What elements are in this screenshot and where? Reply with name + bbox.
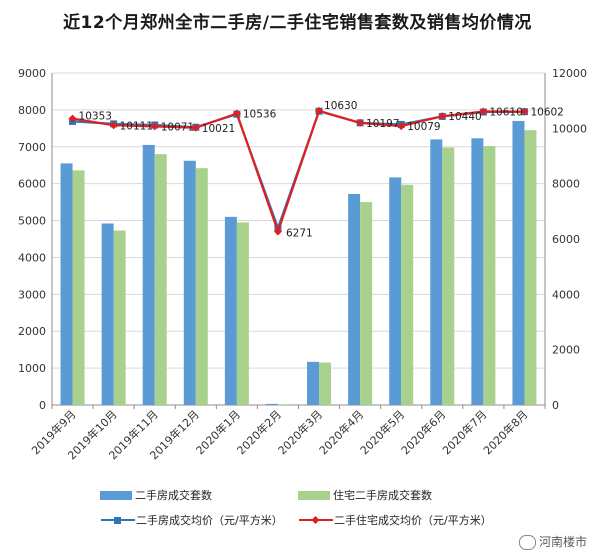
y-right-tick-label: 0 xyxy=(552,399,559,412)
data-label: 10440 xyxy=(448,111,481,123)
bar-residential-units xyxy=(277,404,290,406)
y-left-tick-label: 2000 xyxy=(18,325,46,338)
y-right-tick-label: 6000 xyxy=(552,233,580,246)
bar-secondhand-units xyxy=(60,163,73,405)
bar-residential-units xyxy=(113,230,126,405)
data-label: 10610 xyxy=(489,106,522,118)
data-label: 10353 xyxy=(79,111,112,123)
point-residential-price xyxy=(68,114,77,123)
data-label: 10197 xyxy=(366,118,399,130)
bar-secondhand-units xyxy=(183,160,196,405)
data-label: 10630 xyxy=(324,100,357,112)
bar-residential-units xyxy=(195,168,208,405)
watermark: 河南楼市 xyxy=(518,533,587,550)
point-residential-price xyxy=(520,107,529,116)
bar-residential-units xyxy=(72,170,85,405)
watermark-text: 河南楼市 xyxy=(538,535,587,549)
point-residential-price xyxy=(479,107,488,116)
point-residential-price xyxy=(397,122,406,131)
y-right-tick-label: 12000 xyxy=(552,67,587,80)
y-left-tick-label: 5000 xyxy=(18,215,46,228)
point-residential-price xyxy=(273,227,282,236)
bar-residential-units xyxy=(236,222,249,405)
bar-residential-units xyxy=(524,130,537,405)
point-residential-price xyxy=(109,121,118,130)
bar-secondhand-units xyxy=(430,139,443,405)
x-tick-label: 2020年8月 xyxy=(480,407,530,457)
y-left-tick-label: 8000 xyxy=(18,104,46,117)
point-residential-price xyxy=(191,123,200,132)
bar-secondhand-units xyxy=(101,223,114,405)
line-series-1 xyxy=(72,109,525,235)
data-label: 10602 xyxy=(530,107,563,119)
bar-secondhand-units xyxy=(348,193,361,405)
y-left-tick-label: 6000 xyxy=(18,178,46,191)
y-left-tick-label: 0 xyxy=(39,399,46,412)
bar-residential-units xyxy=(154,154,167,405)
y-right-tick-label: 10000 xyxy=(552,122,587,135)
data-label: 10536 xyxy=(243,109,277,121)
bar-residential-units xyxy=(442,147,455,405)
bar-secondhand-units xyxy=(265,403,278,405)
bar-secondhand-units xyxy=(471,138,484,405)
bars-layer xyxy=(60,120,537,406)
data-label: 6271 xyxy=(286,228,313,240)
bar-secondhand-units xyxy=(142,144,155,405)
point-residential-price xyxy=(150,122,159,131)
bar-residential-units xyxy=(401,184,414,405)
bar-residential-units xyxy=(360,202,373,405)
y-left-tick-label: 4000 xyxy=(18,251,46,264)
data-label: 10111 xyxy=(120,120,153,132)
bar-secondhand-units xyxy=(224,216,237,405)
labels-layer: 10353 10111 10071 10021 10536 6271 10630 10197 1… xyxy=(79,100,564,240)
point-residential-price xyxy=(232,109,241,118)
data-label: 10071 xyxy=(161,121,194,133)
point-residential-price xyxy=(315,106,324,115)
y-right-tick-label: 2000 xyxy=(552,344,580,357)
data-label: 10079 xyxy=(407,121,440,133)
y-right-tick-label: 4000 xyxy=(552,288,580,301)
point-residential-price xyxy=(438,112,447,121)
y-left-tick-label: 1000 xyxy=(18,362,46,375)
data-label: 10021 xyxy=(202,123,235,135)
chart-title: 近12个月郑州全市二手房/二手住宅销售套数及销售均价情况 xyxy=(63,13,532,33)
bar-secondhand-units xyxy=(307,361,320,405)
y-left-tick-label: 9000 xyxy=(18,67,46,80)
bar-residential-units xyxy=(483,146,496,406)
bar-residential-units xyxy=(319,362,332,405)
bar-secondhand-units xyxy=(389,177,402,405)
bar-secondhand-units xyxy=(512,120,525,405)
point-residential-price xyxy=(356,118,365,127)
y-left-tick-label: 3000 xyxy=(18,288,46,301)
y-left-tick-label: 7000 xyxy=(18,141,46,154)
y-right-tick-label: 8000 xyxy=(552,178,580,191)
wechat-icon xyxy=(518,535,536,550)
lines-layer xyxy=(68,106,529,236)
